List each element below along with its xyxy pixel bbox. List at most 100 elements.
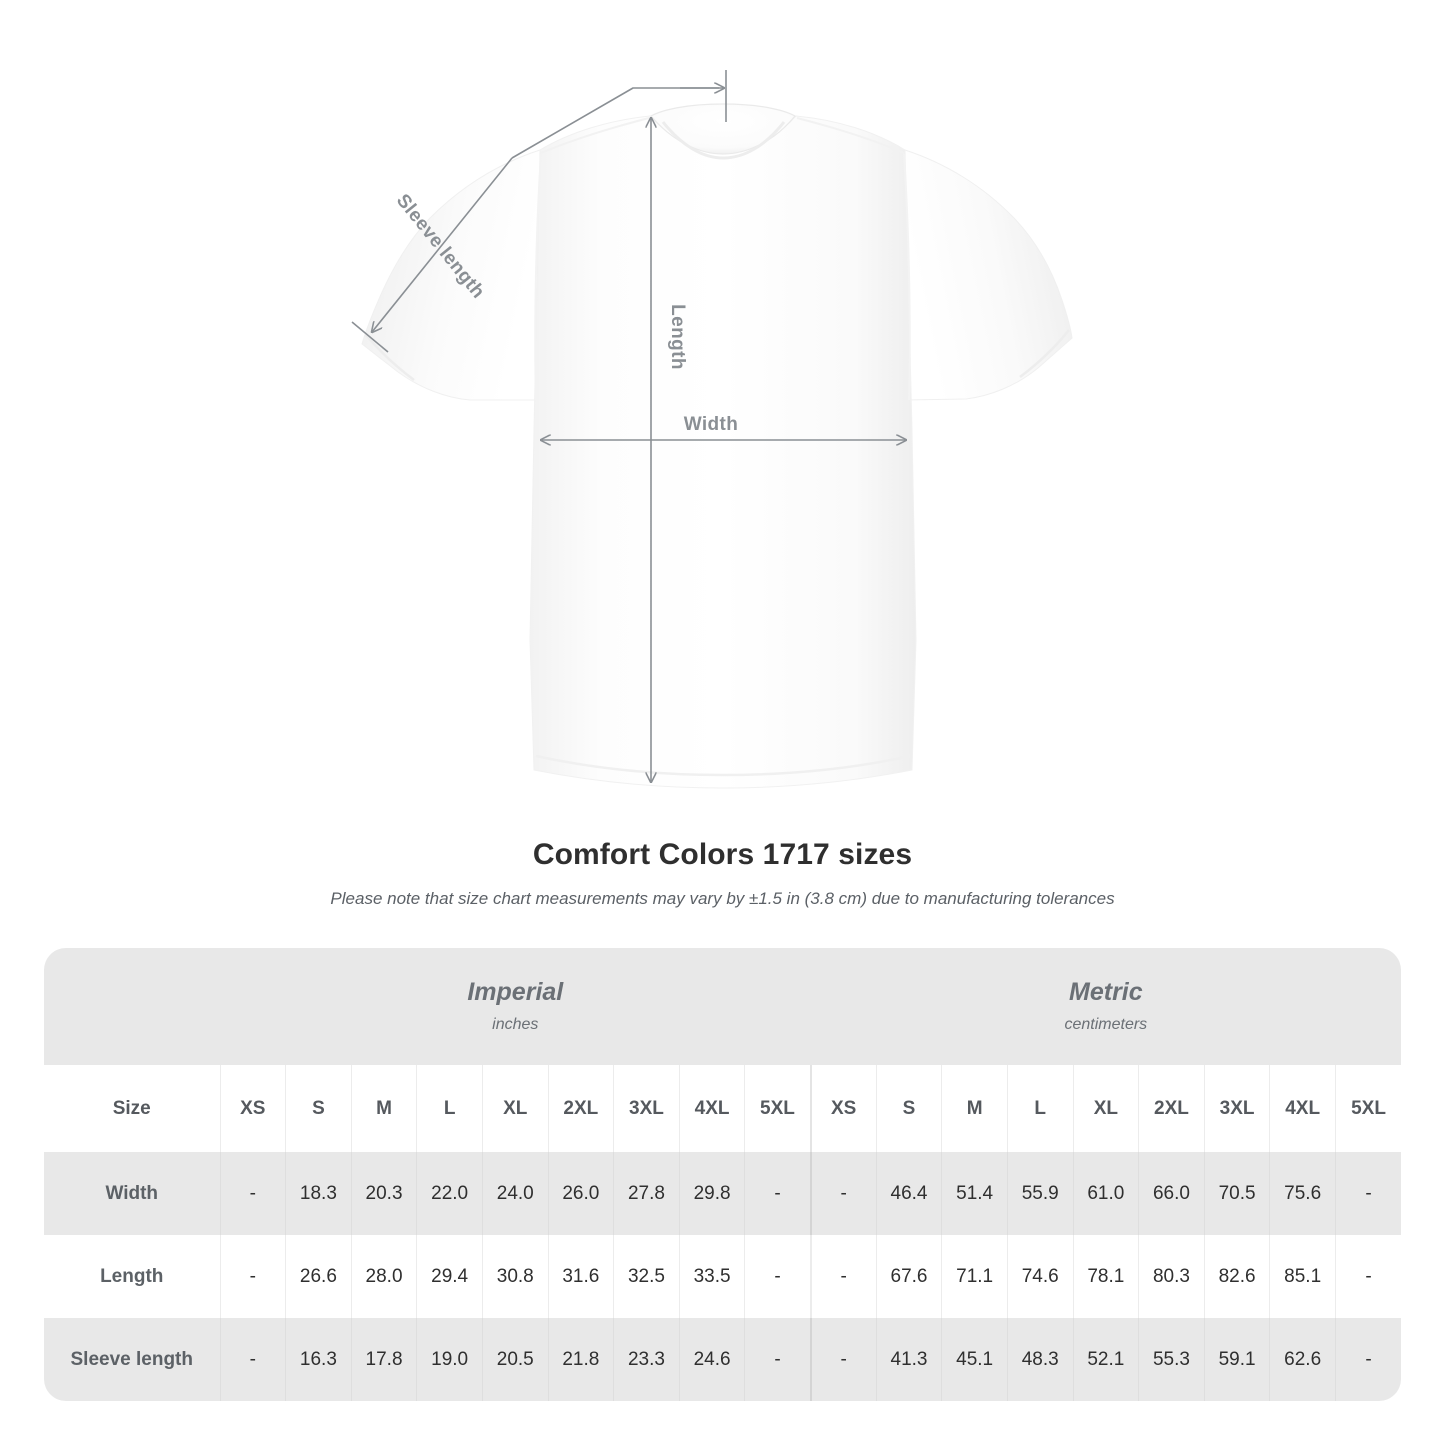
size-col-header-imperial-5xl: 5XL	[744, 1065, 811, 1152]
left-sleeve	[361, 149, 541, 401]
cell-length-metric-l: 74.6	[1006, 1235, 1074, 1318]
cell-length-metric-3xl: 82.6	[1203, 1235, 1270, 1318]
unit-banner-row: Imperial inches Metric centimeters	[44, 948, 1402, 1065]
cell-sleeve-length-metric-s: 41.3	[875, 1318, 942, 1401]
cell-sleeve-length-imperial-3xl: 23.3	[613, 1318, 680, 1401]
size-col-header-imperial-xl: XL	[481, 1065, 549, 1152]
right-sleeve	[904, 149, 1073, 401]
tshirt-svg: Sleeve length Length Width	[351, 70, 1073, 789]
size-chart-table-wrap: Imperial inches Metric centimeters Size XS S M L…	[44, 948, 1402, 1401]
size-col-header-imperial-2xl: 2XL	[547, 1065, 614, 1152]
cell-sleeve-length-imperial-xs: -	[219, 1318, 286, 1401]
cell-width-metric-2xl: 66.0	[1138, 1152, 1205, 1235]
cell-sleeve-length-metric-xs: -	[809, 1318, 877, 1401]
cell-sleeve-length-metric-l: 48.3	[1006, 1318, 1074, 1401]
page-title: Comfort Colors 1717 sizes	[532, 838, 913, 871]
unit-group-subtitle: inches	[492, 1016, 539, 1034]
unit-group-name: Imperial	[467, 977, 564, 1006]
cell-width-imperial-xs: -	[219, 1152, 286, 1235]
size-col-header-metric-5xl: 5XL	[1334, 1065, 1402, 1152]
cell-width-imperial-l: 22.0	[416, 1152, 483, 1235]
cell-sleeve-length-imperial-xl: 20.5	[481, 1318, 549, 1401]
unit-row-spacer	[44, 948, 220, 1065]
size-col-header-imperial-4xl: 4XL	[678, 1065, 745, 1152]
size-col-header-metric-xl: XL	[1072, 1065, 1139, 1152]
collar-inner	[661, 121, 786, 160]
size-col-header-metric-m: M	[941, 1065, 1008, 1152]
cell-width-imperial-3xl: 27.8	[613, 1152, 680, 1235]
table-row: Width -18.3 20.3 22.0 24.0 26.0 27.8 29.8- -46.4…	[44, 1152, 1402, 1235]
cell-width-imperial-4xl: 29.8	[678, 1152, 745, 1235]
right-sleeve-hem	[1019, 329, 1070, 378]
width-label: Width	[684, 414, 739, 435]
unit-group-subtitle: centimeters	[1064, 1016, 1148, 1034]
cell-length-imperial-l: 29.4	[416, 1235, 483, 1318]
cell-length-imperial-5xl: -	[744, 1235, 811, 1318]
cell-sleeve-length-metric-3xl: 59.1	[1203, 1318, 1270, 1401]
cell-sleeve-length-imperial-5xl: -	[744, 1318, 811, 1401]
cell-sleeve-length-imperial-2xl: 21.8	[547, 1318, 614, 1401]
row-label-width: Width	[44, 1152, 220, 1235]
size-col-header-metric-xs: XS	[809, 1065, 877, 1152]
title-block: Comfort Colors 1717 sizes Please note th…	[0, 838, 1445, 909]
sleeve-end-tick	[351, 321, 389, 353]
cell-sleeve-length-imperial-l: 19.0	[416, 1318, 483, 1401]
tshirt-garment	[361, 103, 1073, 789]
tolerance-note: Please note that size chart measurements…	[330, 889, 1115, 908]
cell-sleeve-length-metric-2xl: 55.3	[1138, 1318, 1205, 1401]
size-col-header-metric-4xl: 4XL	[1269, 1065, 1336, 1152]
cell-width-metric-m: 51.4	[941, 1152, 1008, 1235]
size-col-header-metric-2xl: 2XL	[1138, 1065, 1205, 1152]
hem-line	[535, 754, 911, 777]
size-col-header-imperial-l: L	[416, 1065, 483, 1152]
cell-width-metric-l: 55.9	[1006, 1152, 1074, 1235]
cell-sleeve-length-imperial-m: 17.8	[350, 1318, 417, 1401]
size-col-header-imperial-s: S	[285, 1065, 352, 1152]
cell-width-imperial-xl: 24.0	[481, 1152, 549, 1235]
cell-sleeve-length-metric-m: 45.1	[941, 1318, 1008, 1401]
cell-length-metric-4xl: 85.1	[1269, 1235, 1336, 1318]
cell-width-imperial-5xl: -	[744, 1152, 811, 1235]
cell-length-imperial-2xl: 31.6	[547, 1235, 614, 1318]
cell-width-metric-5xl: -	[1334, 1152, 1402, 1235]
cell-width-imperial-m: 20.3	[350, 1152, 417, 1235]
cell-sleeve-length-metric-5xl: -	[1334, 1318, 1402, 1401]
cell-length-metric-m: 71.1	[941, 1235, 1008, 1318]
cell-sleeve-length-imperial-s: 16.3	[285, 1318, 352, 1401]
annotations	[351, 70, 906, 782]
left-armhole-seam	[534, 153, 542, 401]
cell-width-metric-s: 46.4	[875, 1152, 942, 1235]
sleeve-length-arrow	[372, 157, 513, 332]
size-col-header-metric-s: S	[875, 1065, 942, 1152]
size-col-header-imperial-xs: XS	[219, 1065, 286, 1152]
table-row: Sleeve length -16.3 17.8 19.0 20.5 21.8 23.3 24…	[44, 1318, 1402, 1401]
size-col-header-imperial-3xl: 3XL	[613, 1065, 680, 1152]
unit-group-name: Metric	[1069, 977, 1143, 1006]
size-header-row: Size XS S M L XL 2XL 3XL 4XL 5XL XS S M L XL 2XL 3XL 4XL 5…	[44, 1065, 1402, 1152]
right-shoulder-seam	[796, 117, 905, 154]
row-label-sleeve-length: Sleeve length	[44, 1318, 220, 1401]
shirt-body	[529, 115, 917, 789]
cell-width-metric-xl: 61.0	[1072, 1152, 1139, 1235]
cell-length-imperial-xs: -	[219, 1235, 286, 1318]
row-label-length: Length	[44, 1235, 220, 1318]
cell-width-metric-xs: -	[809, 1152, 877, 1235]
left-shoulder-seam	[540, 117, 650, 154]
unit-group-imperial: Imperial inches	[220, 948, 811, 1065]
size-col-header-metric-3xl: 3XL	[1203, 1065, 1270, 1152]
cell-length-imperial-m: 28.0	[350, 1235, 417, 1318]
cell-length-metric-5xl: -	[1334, 1235, 1402, 1318]
cell-sleeve-length-metric-4xl: 62.6	[1269, 1318, 1336, 1401]
cell-width-imperial-2xl: 26.0	[547, 1152, 614, 1235]
cell-length-imperial-xl: 30.8	[481, 1235, 549, 1318]
size-col-header-imperial-m: M	[350, 1065, 417, 1152]
cell-length-imperial-s: 26.6	[285, 1235, 352, 1318]
size-chart-table: Imperial inches Metric centimeters Size XS S M L…	[44, 948, 1402, 1401]
cell-width-imperial-s: 18.3	[285, 1152, 352, 1235]
cell-width-metric-3xl: 70.5	[1203, 1152, 1270, 1235]
cell-length-metric-s: 67.6	[875, 1235, 942, 1318]
cell-length-imperial-4xl: 33.5	[678, 1235, 745, 1318]
cell-length-metric-2xl: 80.3	[1138, 1235, 1205, 1318]
cell-width-metric-4xl: 75.6	[1269, 1152, 1336, 1235]
collar	[650, 103, 796, 155]
